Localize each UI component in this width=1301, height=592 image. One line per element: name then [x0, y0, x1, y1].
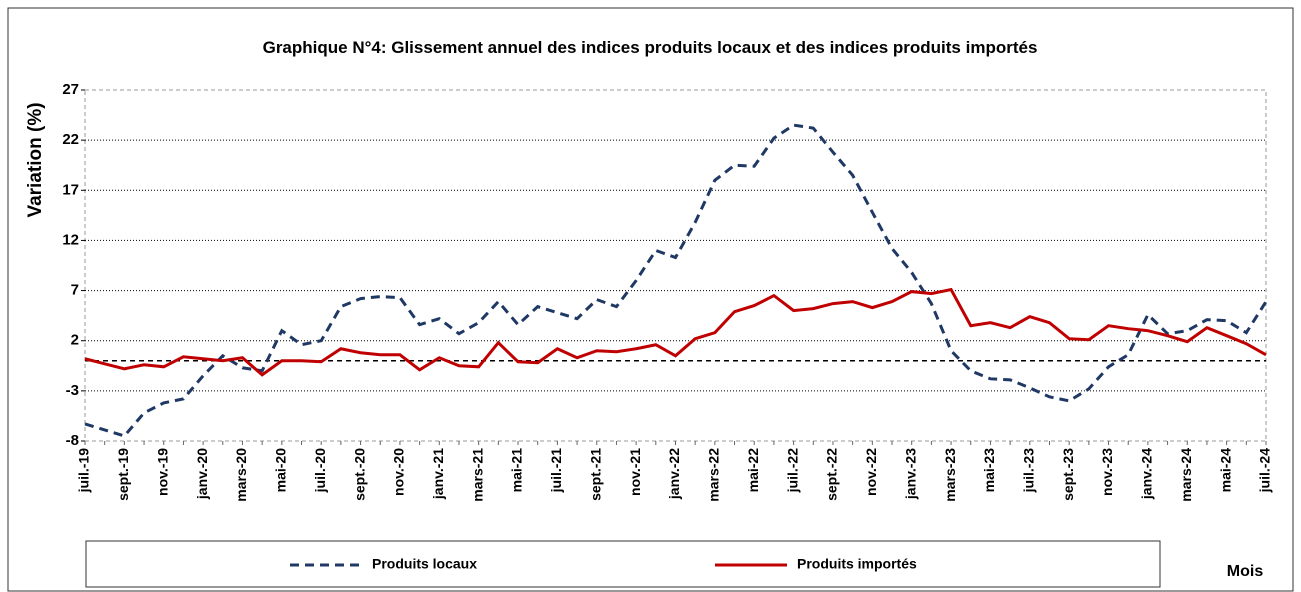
x-tick-label: mai-24: [1217, 448, 1233, 493]
chart-border: [7, 7, 1294, 592]
x-tick-label: juil.-24: [1257, 448, 1273, 494]
x-axis-label: Mois: [1227, 563, 1264, 580]
x-tick-label: mai-20: [273, 448, 289, 493]
x-tick-label: juil.-21: [548, 448, 564, 494]
legend-label: Produits locaux: [372, 556, 477, 572]
x-tick-label: janv.-24: [1139, 448, 1155, 500]
x-tick-label: sept.-20: [351, 448, 367, 501]
x-tick-label: juil.-23: [1021, 448, 1037, 494]
y-tick-label: 22: [62, 131, 79, 148]
chart-title: Graphique N°4: Glissement annuel des ind…: [262, 38, 1038, 57]
x-tick-label: mai-22: [745, 448, 761, 493]
y-tick-label: 7: [71, 282, 79, 299]
x-tick-label: nov.-21: [627, 448, 643, 496]
x-tick-label: mars-22: [706, 448, 722, 502]
y-axis-label: Variation (%): [25, 102, 46, 217]
x-tick-label: nov.-22: [863, 448, 879, 496]
series-line: [84, 287, 1267, 377]
x-tick-label: juil.-22: [784, 448, 800, 494]
series-line: [84, 123, 1268, 438]
x-tick-label: mars-21: [469, 448, 485, 502]
x-tick-label: mai-21: [509, 448, 525, 493]
y-tick-label: -8: [66, 432, 79, 449]
x-tick-label: janv.-21: [430, 448, 446, 500]
x-tick-label: sept.-22: [824, 448, 840, 501]
x-tick-label: janv.-23: [902, 448, 918, 500]
x-tick-label: nov.-23: [1099, 448, 1115, 496]
x-tick-label: juil.-19: [76, 448, 92, 494]
x-tick-label: sept.-23: [1060, 448, 1076, 501]
x-tick-label: mars-23: [942, 448, 958, 502]
x-tick-label: juil.-20: [312, 448, 328, 494]
legend-label: Produits importés: [797, 556, 917, 572]
y-tick-label: 17: [62, 181, 79, 198]
legend-box: [85, 540, 1161, 588]
x-tick-label: mai-23: [981, 448, 997, 493]
x-tick-label: mars-20: [233, 448, 249, 502]
x-tick-label: sept.-19: [115, 448, 131, 501]
y-tick-label: 27: [62, 81, 79, 98]
y-tick-label: 2: [71, 332, 79, 349]
x-tick-label: nov.-19: [154, 448, 170, 496]
x-tick-label: nov.-20: [391, 448, 407, 496]
x-tick-label: sept.-21: [587, 448, 603, 501]
x-tick-label: janv.-22: [666, 448, 682, 500]
y-tick-label: -3: [66, 382, 79, 399]
y-tick-label: 12: [62, 231, 79, 248]
x-tick-label: mars-24: [1178, 448, 1194, 502]
x-tick-label: janv.-20: [194, 448, 210, 500]
